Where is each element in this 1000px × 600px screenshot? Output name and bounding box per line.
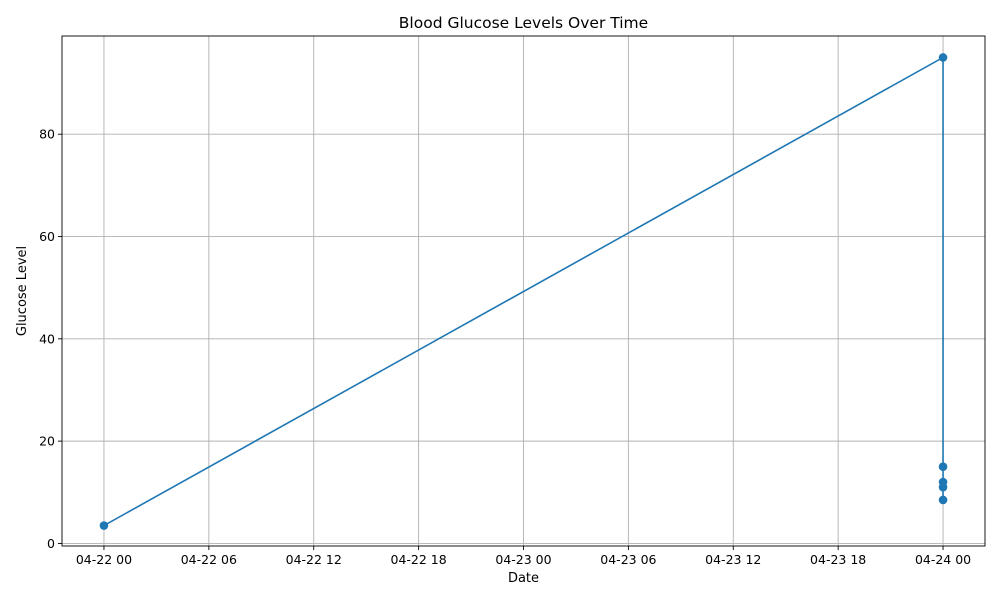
x-tick-label: 04-23 00 xyxy=(495,552,551,567)
data-point xyxy=(938,495,948,505)
x-tick-label: 04-22 00 xyxy=(76,552,132,567)
y-tick-label: 20 xyxy=(39,434,55,449)
y-axis-label: Glucose Level xyxy=(15,246,30,336)
x-tick-label: 04-23 06 xyxy=(600,552,656,567)
y-tick-label: 60 xyxy=(39,229,55,244)
x-tick-label: 04-22 18 xyxy=(391,552,447,567)
grid xyxy=(62,36,985,546)
y-axis: 0 20 40 60 80 xyxy=(39,127,62,551)
data-point xyxy=(938,462,948,472)
x-axis: 04-22 00 04-22 06 04-22 12 04-22 18 04-23 00… xyxy=(76,546,971,567)
data-point xyxy=(99,521,109,530)
y-tick-label: 80 xyxy=(39,127,55,142)
y-tick-label: 40 xyxy=(39,331,55,346)
data-point xyxy=(938,482,948,492)
data-point xyxy=(938,53,948,62)
x-tick-label: 04-22 12 xyxy=(286,552,342,567)
series xyxy=(99,53,948,530)
x-tick-label: 04-23 18 xyxy=(810,552,866,567)
x-tick-label: 04-23 12 xyxy=(705,552,761,567)
x-tick-label: 04-22 06 xyxy=(181,552,237,567)
y-tick-label: 0 xyxy=(47,536,55,551)
x-axis-label: Date xyxy=(508,571,539,586)
chart-title: Blood Glucose Levels Over Time xyxy=(399,14,648,32)
x-tick-label: 04-24 00 xyxy=(915,552,971,567)
